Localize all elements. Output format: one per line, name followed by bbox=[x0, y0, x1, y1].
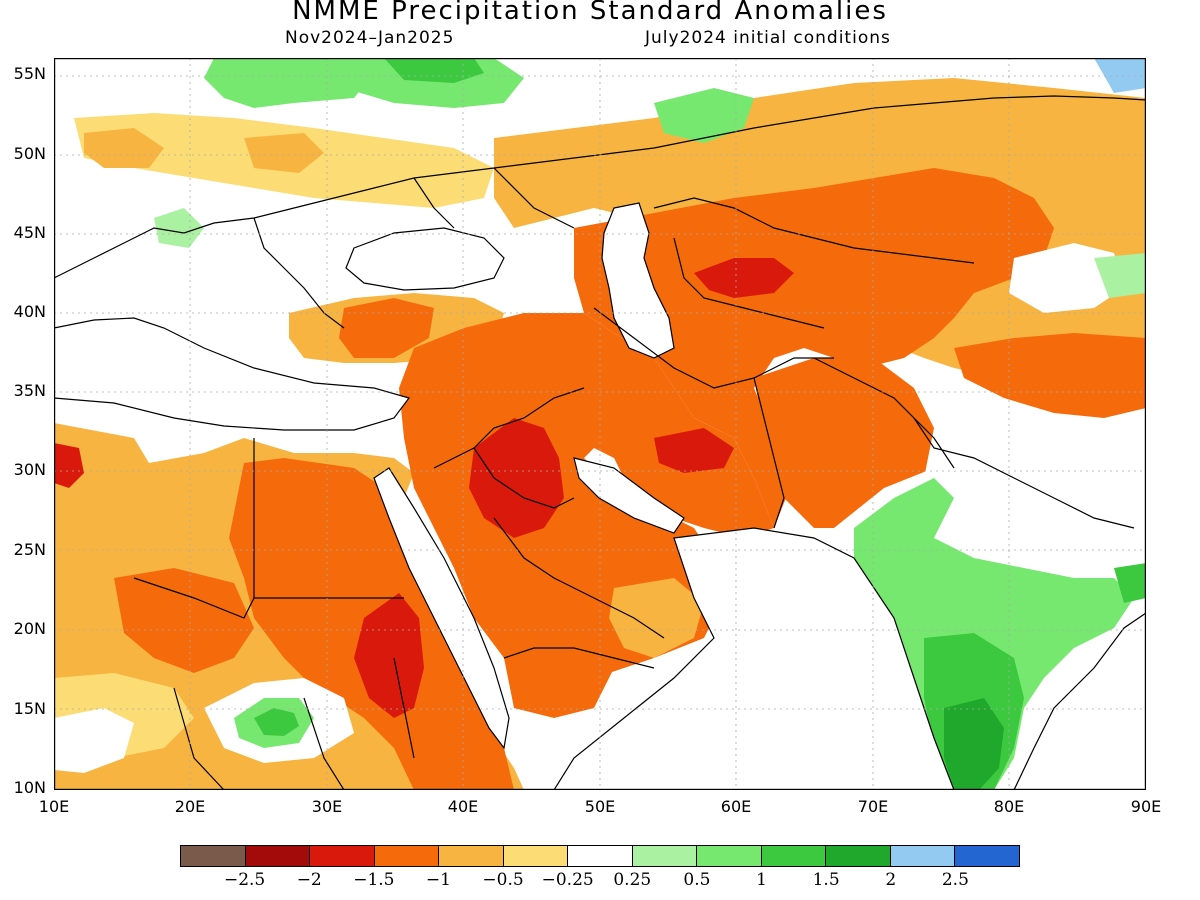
colorbar-swatch-0 bbox=[181, 846, 246, 866]
lat-label-50n: 50N bbox=[13, 144, 46, 163]
country-borders bbox=[54, 95, 1146, 790]
colorbar-label: −1 bbox=[425, 870, 451, 890]
colorbar-label: 2 bbox=[885, 870, 897, 890]
lon-label-30e: 30E bbox=[311, 797, 343, 816]
colorbar-swatch-10 bbox=[826, 846, 891, 866]
anomaly-field-europe-tan bbox=[84, 128, 324, 173]
anomaly-field-turkey-orange bbox=[339, 298, 434, 358]
anomaly-field-russia-darkgreen bbox=[384, 58, 484, 83]
anomaly-field-turkmenistan-red bbox=[694, 258, 794, 298]
colorbar-label: 2.5 bbox=[941, 870, 969, 890]
lat-label-20n: 20N bbox=[13, 619, 46, 638]
bay-of-bengal bbox=[1013, 612, 1146, 790]
anomaly-field-ethiopia-orange bbox=[404, 688, 504, 790]
colorbar-label: 0.25 bbox=[613, 870, 652, 890]
anomaly-field-balkans-green bbox=[154, 208, 204, 248]
lat-label-15n: 15N bbox=[13, 699, 46, 718]
anomaly-field-chad-darkgreen bbox=[254, 708, 299, 736]
colorbar-label: −0.5 bbox=[482, 870, 524, 890]
black-sea bbox=[345, 227, 505, 291]
anomaly-field-afpak-orange bbox=[754, 358, 934, 528]
colorbar-swatch-12 bbox=[955, 846, 1019, 866]
colorbar-swatch-3 bbox=[374, 846, 440, 866]
lat-label-55n: 55N bbox=[13, 64, 46, 83]
colorbar-label: −1.5 bbox=[353, 870, 395, 890]
colorbar-swatch-11 bbox=[890, 846, 956, 866]
lon-label-40e: 40E bbox=[447, 797, 479, 816]
lat-label-30n: 30N bbox=[13, 460, 46, 479]
colorbar-swatch-7 bbox=[632, 846, 698, 866]
persian-gulf bbox=[573, 457, 685, 534]
anomaly-field-bangladesh-green bbox=[1114, 563, 1146, 603]
caspian-sea bbox=[601, 202, 675, 359]
colorbar-swatch-6 bbox=[568, 846, 633, 866]
lon-label-60e: 60E bbox=[720, 797, 752, 816]
anomaly-field-india-deepgreen bbox=[944, 698, 1004, 790]
map-border bbox=[54, 58, 1146, 790]
lat-label-45n: 45N bbox=[13, 223, 46, 242]
lat-label-40n: 40N bbox=[13, 302, 46, 321]
colorbar-label: 1 bbox=[756, 870, 767, 890]
colorbar-swatch-8 bbox=[697, 846, 762, 866]
colorbar bbox=[180, 845, 1020, 867]
map-title: NMME Precipitation Standard Anomalies bbox=[292, 0, 888, 26]
anomaly-field-west-red bbox=[54, 443, 84, 488]
initial-conditions: July2024 initial conditions bbox=[645, 28, 891, 48]
arabian-sea bbox=[553, 527, 955, 790]
anomaly-map bbox=[54, 58, 1146, 790]
anomaly-field-russia-green bbox=[204, 58, 374, 108]
gridlines bbox=[54, 58, 1146, 790]
colorbar-swatch-9 bbox=[761, 846, 827, 866]
anomaly-field-west-africa-white bbox=[54, 708, 134, 773]
anomaly-field-mongolia-green bbox=[1094, 253, 1146, 298]
colorbar-swatch-4 bbox=[439, 846, 504, 866]
colorbar-swatch-2 bbox=[310, 846, 375, 866]
lon-label-10e: 10E bbox=[38, 797, 70, 816]
lon-label-80e: 80E bbox=[993, 797, 1025, 816]
colorbar-label: −2 bbox=[296, 870, 322, 890]
colorbar-swatch-1 bbox=[245, 846, 311, 866]
anomaly-field-iran-red bbox=[654, 428, 734, 473]
colorbar-label: −0.25 bbox=[541, 870, 594, 890]
lon-label-70e: 70E bbox=[857, 797, 889, 816]
mediterranean-sea bbox=[54, 317, 411, 431]
lon-label-50e: 50E bbox=[584, 797, 616, 816]
anomaly-field-kazakh-green bbox=[654, 88, 754, 143]
colorbar-label: 0.5 bbox=[683, 870, 711, 890]
red-sea bbox=[373, 467, 510, 750]
lon-label-90e: 90E bbox=[1130, 797, 1162, 816]
lat-label-10n: 10N bbox=[13, 778, 46, 797]
colorbar-label: −2.5 bbox=[223, 870, 266, 890]
colorbar-swatch-5 bbox=[503, 846, 569, 866]
colorbar-label: 1.5 bbox=[812, 870, 840, 890]
anomaly-field-tibet-orange bbox=[954, 333, 1146, 418]
anomaly-field-sudan-red bbox=[354, 593, 424, 718]
lat-label-25n: 25N bbox=[13, 540, 46, 559]
anomaly-field-iraq-red bbox=[469, 418, 564, 538]
anomaly-field-arabia-yellow bbox=[609, 578, 704, 658]
forecast-period: Nov2024–Jan2025 bbox=[285, 28, 455, 48]
anomaly-field-chad-orange bbox=[114, 568, 254, 673]
anomaly-field-yemen-orange bbox=[504, 648, 614, 718]
lat-label-35n: 35N bbox=[13, 381, 46, 400]
map-panel bbox=[54, 58, 1146, 790]
lon-label-20e: 20E bbox=[174, 797, 206, 816]
anomaly-field-siberia-lightblue bbox=[1094, 58, 1146, 93]
